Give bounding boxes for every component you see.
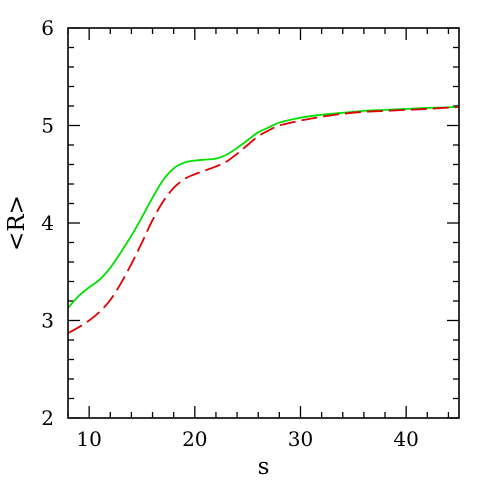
y-tick-label: 4 — [41, 211, 54, 235]
y-tick-labels: 2 3 4 5 6 — [41, 16, 54, 430]
minor-ticks — [67, 28, 459, 418]
x-axis-label: s — [258, 454, 270, 480]
y-tick-label: 2 — [41, 406, 54, 430]
y-tick-label: 6 — [41, 16, 54, 40]
x-tick-label: 10 — [76, 427, 101, 451]
green-solid-series-line — [68, 106, 459, 309]
x-tick-labels: 10 20 30 40 — [76, 427, 418, 451]
major-ticks — [68, 27, 459, 419]
x-tick-label: 30 — [288, 427, 313, 451]
plot-frame — [67, 27, 460, 419]
y-tick-label: 5 — [41, 114, 54, 138]
y-axis-label: <R> — [4, 195, 30, 251]
red-dashed-series-line — [68, 106, 459, 334]
x-tick-label: 20 — [182, 427, 207, 451]
series-lines — [68, 106, 459, 334]
x-tick-label: 40 — [393, 427, 418, 451]
y-tick-label: 3 — [41, 309, 54, 333]
